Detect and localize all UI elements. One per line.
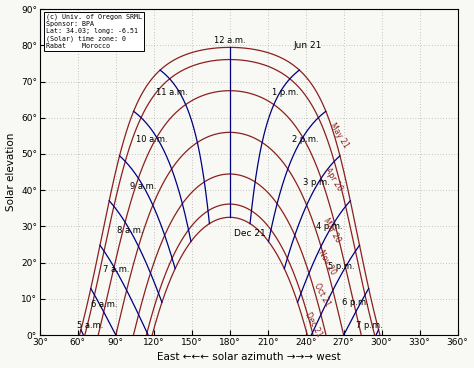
Text: 6 p.m.: 6 p.m.	[342, 298, 369, 307]
Text: Oct 21: Oct 21	[312, 282, 332, 308]
Text: 7 a.m.: 7 a.m.	[103, 265, 130, 275]
Text: 6 a.m.: 6 a.m.	[91, 300, 117, 309]
Text: Apr 20: Apr 20	[323, 166, 345, 192]
Text: 5 p.m.: 5 p.m.	[328, 262, 355, 271]
Text: (c) Univ. of Oregon SRML
Sponsor: BPA
Lat: 34.03; long: -6.51
(Solar) time zone:: (c) Univ. of Oregon SRML Sponsor: BPA La…	[46, 14, 142, 49]
Text: 8 a.m.: 8 a.m.	[117, 226, 144, 234]
Text: Dec 21: Dec 21	[303, 311, 324, 338]
Text: Nov 20: Nov 20	[316, 249, 337, 276]
Text: 12 a.m.: 12 a.m.	[214, 36, 246, 45]
X-axis label: East ←←← solar azimuth →→→ west: East ←←← solar azimuth →→→ west	[157, 353, 341, 362]
Text: Dec 21: Dec 21	[234, 229, 265, 238]
Y-axis label: Solar elevation: Solar elevation	[6, 133, 16, 211]
Text: 3 p.m.: 3 p.m.	[303, 178, 330, 187]
Text: May 21: May 21	[328, 122, 351, 150]
Text: 2 p.m.: 2 p.m.	[292, 135, 319, 144]
Text: Mar 20: Mar 20	[321, 216, 342, 244]
Text: 5 a.m.: 5 a.m.	[77, 321, 103, 330]
Text: 1 p.m.: 1 p.m.	[272, 88, 298, 97]
Text: 9 a.m.: 9 a.m.	[130, 182, 156, 191]
Text: 4 p.m.: 4 p.m.	[316, 222, 342, 231]
Text: 10 a.m.: 10 a.m.	[136, 135, 168, 144]
Text: 7 p.m.: 7 p.m.	[356, 321, 383, 330]
Text: Jun 21: Jun 21	[293, 41, 321, 50]
Text: 11 a.m.: 11 a.m.	[156, 88, 188, 97]
